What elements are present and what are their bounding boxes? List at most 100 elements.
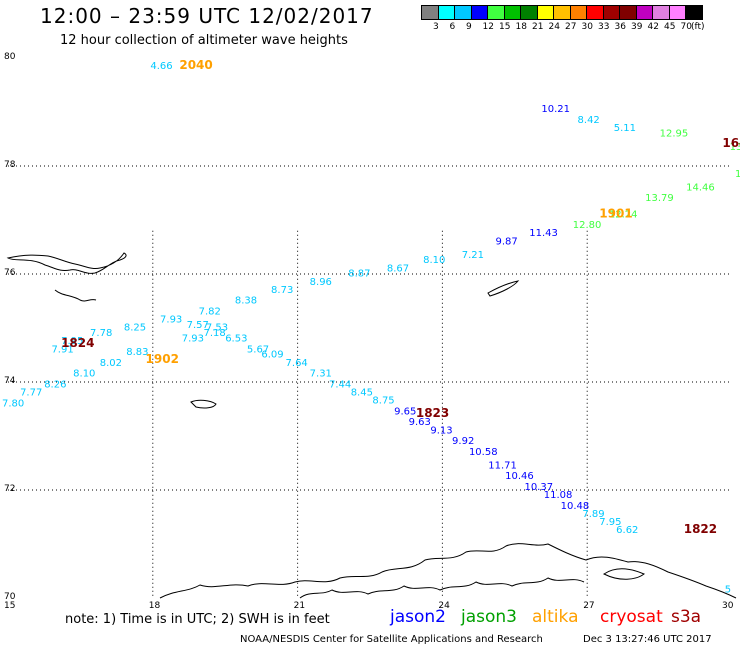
- wave-height-value: 8.10: [73, 369, 95, 380]
- longitude-label: 30: [722, 601, 734, 611]
- color-scale-legend: [421, 5, 703, 20]
- legend-swatch: [652, 5, 670, 20]
- norway-islands: [603, 568, 645, 580]
- longitude-label: 21: [293, 601, 306, 611]
- svalbard-shore: [54, 289, 97, 302]
- legend-swatch: [520, 5, 538, 20]
- longitude-label: 18: [148, 601, 161, 611]
- wave-height-value: 7.57: [187, 320, 209, 331]
- legend-swatch: [536, 5, 554, 20]
- latitude-label: 70: [4, 592, 16, 602]
- wave-height-value: 6.62: [616, 525, 638, 536]
- wave-height-value: 10.21: [541, 104, 570, 115]
- wave-height-value: 8.10: [423, 255, 445, 266]
- wave-height-value: 9.87: [495, 236, 517, 247]
- wave-height-value: 5.67: [247, 344, 269, 355]
- legend-swatch: [437, 5, 455, 20]
- wave-height-value: 8.87: [348, 269, 370, 280]
- wave-height-value: 7.93: [160, 315, 182, 326]
- map-title: 12:00 – 23:59 UTC 12/02/2017: [40, 4, 374, 28]
- wave-height-value: 8.42: [578, 115, 600, 126]
- longitude-label: 15: [4, 601, 16, 611]
- wave-height-value: 13.: [730, 142, 740, 153]
- footnote: note: 1) Time is in UTC; 2) SWH is in fe…: [65, 612, 330, 627]
- wave-height-value: 12.24: [609, 209, 638, 220]
- latitude-label: 76: [4, 268, 16, 278]
- wave-height-value: 11.43: [529, 228, 558, 239]
- wave-height-value: 9.13: [430, 425, 452, 436]
- legend-swatch: [619, 5, 637, 20]
- legend-swatch: [454, 5, 472, 20]
- legend-swatch: [602, 5, 620, 20]
- wave-height-value: 13.79: [645, 193, 674, 204]
- wave-height-value: 10.48: [561, 501, 590, 512]
- wave-height-value: 7.31: [310, 369, 332, 380]
- coastline-features: [6, 252, 737, 599]
- generation-timestamp: Dec 3 13:27:46 UTC 2017: [583, 634, 712, 645]
- legend-value: 3: [433, 22, 439, 32]
- satellite-name: jason3: [461, 607, 517, 627]
- satellite-name: jason2: [390, 607, 446, 627]
- wave-height-value: 7.18: [203, 328, 225, 339]
- wave-height-value: 8.73: [271, 285, 293, 296]
- legend-swatch: [503, 5, 521, 20]
- legend-value: 36: [614, 22, 626, 32]
- wave-height-value: 8.45: [351, 388, 373, 399]
- legend-swatch: [586, 5, 604, 20]
- pass-time-label: 1823: [416, 406, 449, 420]
- wave-height-value: 5.11: [614, 123, 636, 134]
- wave-height-value: 7.95: [61, 336, 83, 347]
- wave-height-value: 10.58: [469, 447, 498, 458]
- pass-time-label: 164: [722, 136, 740, 150]
- wave-height-value: 7.80: [2, 398, 24, 409]
- wave-height-value: 11.71: [488, 460, 517, 471]
- wave-height-value: 7.77: [20, 388, 42, 399]
- wave-height-value: 11.08: [544, 490, 573, 501]
- legend-swatch: [487, 5, 505, 20]
- wave-height-value: 8.02: [100, 358, 122, 369]
- wave-height-value: 10.37: [524, 482, 553, 493]
- legend-value: 12: [482, 22, 494, 32]
- time-label-layer: 2040 164 1901 1824 1902 1823 1822: [61, 58, 740, 536]
- satellite-name: cryosat: [600, 607, 663, 627]
- svalbard-coast: [6, 252, 127, 274]
- legend-swatch: [635, 5, 653, 20]
- legend-swatch: [668, 5, 686, 20]
- legend-value: 70: [680, 22, 692, 32]
- wave-height-value: 7.82: [199, 307, 221, 318]
- legend-swatch: [553, 5, 571, 20]
- pass-time-label: 1822: [684, 522, 717, 536]
- wave-height-value: 8.83: [126, 347, 148, 358]
- legend-value: 24: [548, 22, 560, 32]
- norway-fjords: [299, 577, 585, 599]
- longitude-label: 27: [583, 601, 595, 611]
- legend-value: 6: [449, 22, 456, 32]
- wave-height-value: 7.89: [582, 509, 604, 520]
- wave-height-value: 5: [725, 585, 731, 596]
- satellite-name: altika: [532, 607, 579, 627]
- wave-height-value: 7.95: [599, 517, 621, 528]
- wave-height-value: 7.91: [51, 344, 73, 355]
- wave-height-value: 6.53: [225, 334, 247, 345]
- wave-height-value: 9.63: [409, 417, 431, 428]
- legend-value: 45: [664, 22, 676, 32]
- wave-height-value: 6.09: [261, 350, 283, 361]
- pass-time-label: 1902: [146, 352, 179, 366]
- wave-height-value: 10.46: [505, 471, 534, 482]
- credit-line: NOAA/NESDIS Center for Satellite Applica…: [240, 634, 543, 645]
- wave-height-value: 8.25: [124, 323, 146, 334]
- wave-height-value: 7.78: [90, 328, 112, 339]
- latitude-label: 72: [4, 484, 16, 494]
- legend-value: 33: [598, 22, 610, 32]
- wave-height-value: 9.92: [452, 436, 474, 447]
- wave-height-value: 7.93: [182, 334, 204, 345]
- wave-height-value: 4.66: [150, 61, 172, 72]
- legend-value: 9: [466, 22, 472, 32]
- pass-time-label: 2040: [179, 58, 212, 72]
- wave-height-value: 7.44: [329, 379, 351, 390]
- map-subtitle: 12 hour collection of altimeter wave hei…: [60, 33, 348, 48]
- pass-time-label: 1901: [599, 206, 632, 220]
- observation-layer: 4.66 10.21 8.42 5.11 12.95 13. 14 14.46 13.79 12.…: [2, 61, 740, 596]
- wave-height-value: 9.65: [394, 406, 416, 417]
